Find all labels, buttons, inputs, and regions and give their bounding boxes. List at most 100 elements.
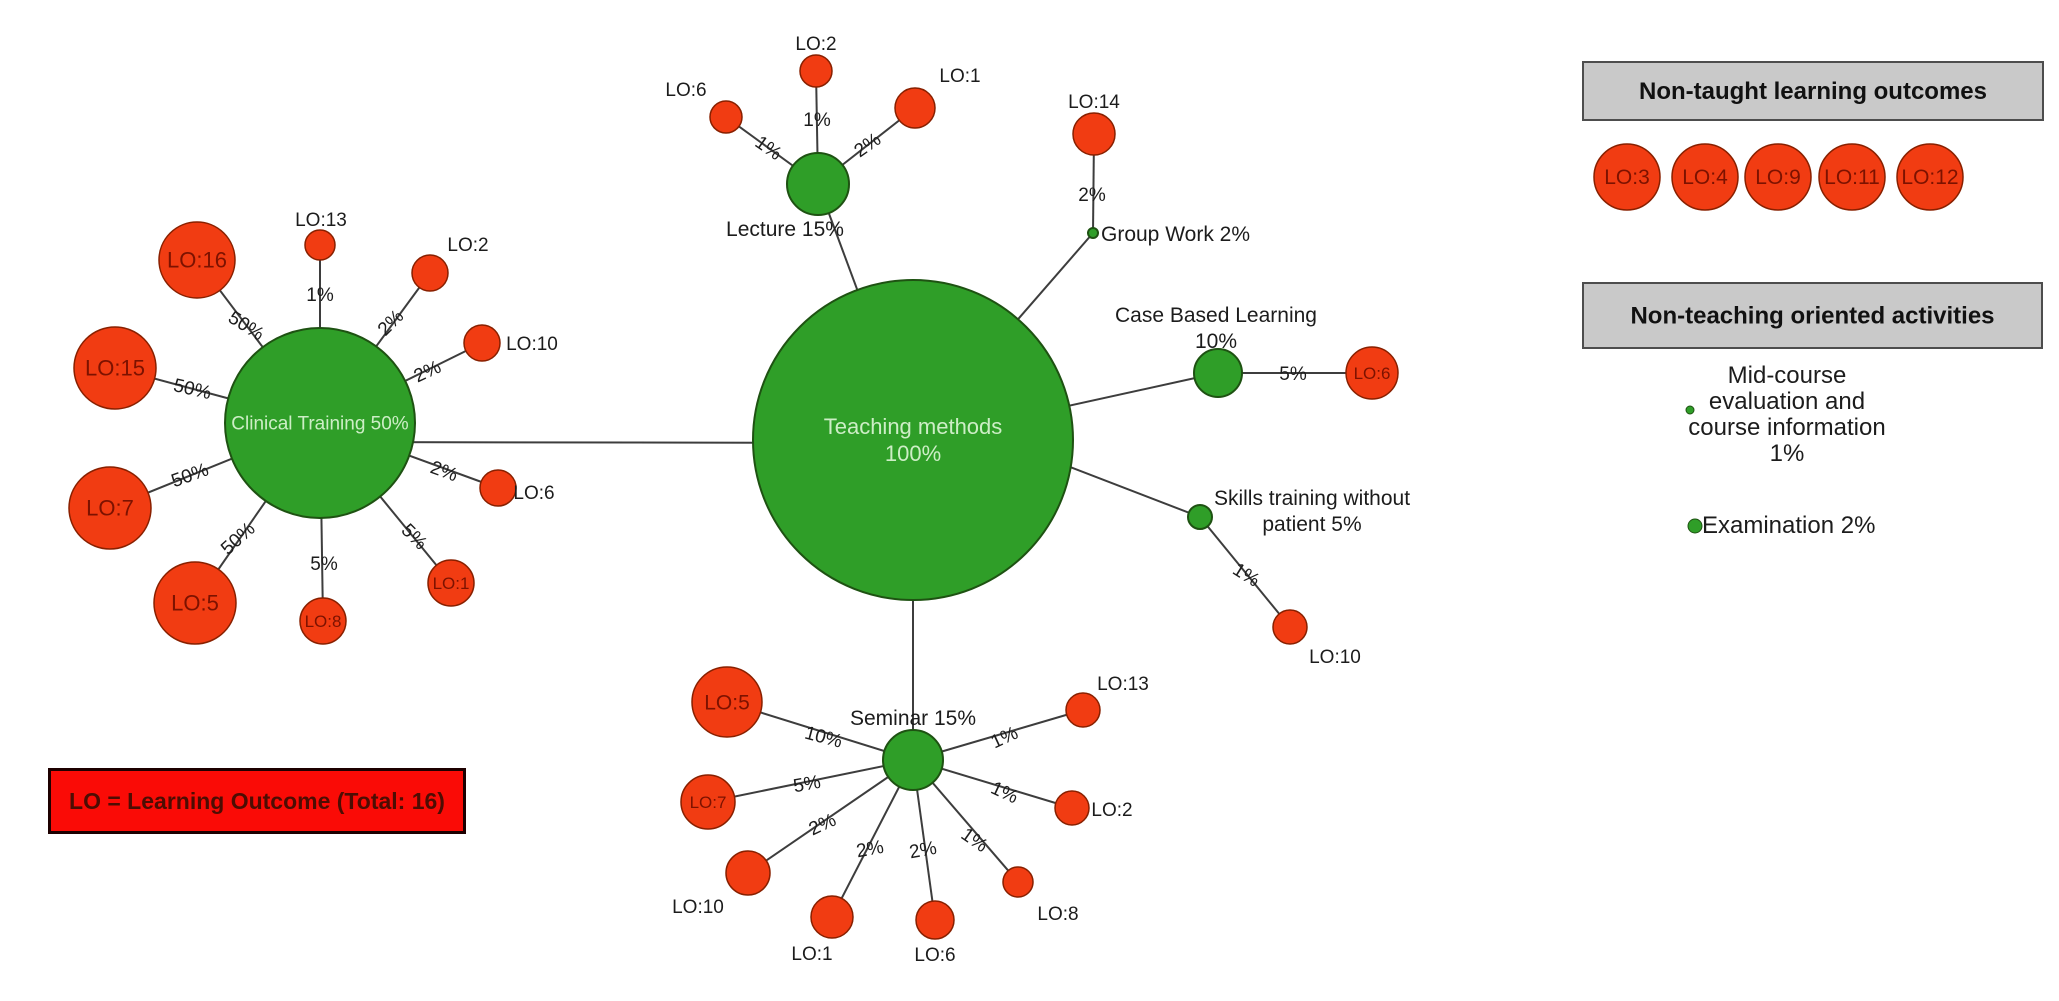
activity-item-label-non-teaching-0: 1% [1770,440,1805,467]
outcome-node-casebased-lo6 [1345,346,1399,400]
edge-weight-seminar-lo5: 10% [802,723,844,753]
outcome-label-lecture-lo1: LO:1 [939,66,980,87]
outcome-node-seminar-lo8 [1002,866,1034,898]
activity-node-lecture [786,152,850,216]
activity-label-lecture: Lecture 15% [726,218,844,241]
activity-item-label-non-teaching-0: evaluation and [1709,388,1865,415]
outcome-node-seminar-lo2 [1054,790,1090,826]
edge-weight-clinical-lo5: 50% [217,518,259,559]
panel-outcome-node-lo4 [1671,143,1739,211]
edge-weight-seminar-lo8: 1% [957,824,992,857]
edge-weight-clinical-lo7: 50% [169,459,212,492]
activity-node-teaching [752,279,1074,601]
outcome-label-seminar-lo13: LO:13 [1097,674,1149,695]
outcome-node-seminar-lo10 [725,850,771,896]
outcome-node-lecture-lo1 [894,87,936,129]
legend-text: LO = Learning Outcome (Total: 16) [69,787,445,814]
outcome-label-seminar-lo5: LO:5 [704,691,750,714]
outcome-node-clinical-lo13 [304,229,336,261]
outcome-node-clinical-lo5 [153,561,237,645]
edge-weight-seminar-lo13: 1% [988,723,1022,754]
edge-weight-seminar-lo7: 5% [792,772,823,797]
edge-weight-lecture-lo2: 1% [803,110,831,131]
edge-weight-clinical-lo10: 2% [411,357,445,388]
outcome-label-seminar-lo8: LO:8 [1037,904,1078,925]
activity-item-label-non-teaching-1: Examination 2% [1702,512,1875,539]
outcome-label-seminar-lo10: LO:10 [672,897,724,918]
panel-outcome-node-lo12 [1896,143,1964,211]
legend-box: LO = Learning Outcome (Total: 16) [48,768,466,834]
edge-weight-clinical-lo1: 5% [397,520,431,554]
outcome-label-clinical-lo5: LO:5 [171,591,219,616]
outcome-label-skills-lo10: LO:10 [1309,647,1361,668]
activity-label-skills: patient 5% [1262,513,1361,536]
activity-label-teaching: 100% [885,441,941,466]
panel-outcome-node-lo9 [1744,143,1812,211]
outcome-node-seminar-lo7 [680,774,736,830]
outcome-label-clinical-lo7: LO:7 [86,496,134,521]
activity-node-seminar [882,729,944,791]
outcome-label-seminar-lo6: LO:6 [914,945,955,966]
activity-item-label-non-teaching-0: course information [1688,414,1885,441]
activity-label-casebased: 10% [1195,330,1237,353]
activity-label-teaching: Teaching methods [824,414,1003,439]
panel-outcome-label-lo11: LO:11 [1824,166,1880,189]
outcome-node-clinical-lo8 [299,597,347,645]
activity-label-skills: Skills training without [1214,487,1410,510]
activity-label-groupwork: Group Work 2% [1101,223,1250,246]
outcome-label-seminar-lo2: LO:2 [1091,800,1132,821]
outcome-label-clinical-lo2: LO:2 [447,235,488,256]
activity-dot-non-teaching-0 [1685,405,1695,415]
activity-item-label-non-teaching-0: Mid-course [1728,362,1847,389]
outcome-label-lecture-lo2: LO:2 [795,34,836,55]
spoke-edge-seminar-lo7 [707,759,914,803]
activity-node-groupwork [1087,227,1099,239]
outcome-node-seminar-lo5 [691,666,763,738]
panel-outcome-label-lo3: LO:3 [1604,166,1650,189]
activity-label-clinical: Clinical Training 50% [231,414,409,435]
outcome-label-seminar-lo7: LO:7 [690,793,727,812]
edge-weight-casebased-lo6: 5% [1279,364,1307,385]
outcome-node-clinical-lo2 [411,254,449,292]
outcome-node-clinical-lo7 [68,466,152,550]
edge-weight-clinical-lo15: 50% [171,375,213,404]
outcome-label-clinical-lo6: LO:6 [513,483,554,504]
outcome-label-seminar-lo1: LO:1 [791,944,832,965]
edge-weight-clinical-lo8: 5% [310,554,338,575]
outcome-node-skills-lo10 [1272,609,1308,645]
outcome-node-lecture-lo2 [799,54,833,88]
edge-weight-clinical-lo16: 50% [224,307,267,345]
edge-weight-lecture-lo1: 2% [851,129,886,162]
edge-weight-seminar-lo1: 2% [855,837,886,862]
spoke-edge-seminar-lo10 [747,759,914,874]
outcome-label-clinical-lo13: LO:13 [295,210,347,231]
outcome-node-lecture-lo6 [709,100,743,134]
outcome-node-clinical-lo1 [427,559,475,607]
panel-outcome-node-lo11 [1818,143,1886,211]
activity-node-clinical [224,327,416,519]
edge-weight-seminar-lo6: 2% [908,838,939,863]
edge-weight-clinical-lo6: 2% [427,457,460,486]
outcome-label-clinical-lo1: LO:1 [433,574,470,593]
outcome-label-clinical-lo10: LO:10 [506,334,558,355]
spoke-edge-skills-lo10 [1199,516,1291,628]
edge-weight-groupwork-lo14: 2% [1078,185,1106,206]
outcome-label-clinical-lo8: LO:8 [305,612,342,631]
outcome-label-clinical-lo15: LO:15 [85,356,145,381]
panel-header-non-teaching [1582,282,2043,349]
activity-dot-non-teaching-1 [1687,518,1703,534]
panel-header-non-taught [1582,61,2044,121]
panel-title-non-teaching: Non-teaching oriented activities [1630,303,1994,330]
outcome-node-clinical-lo6 [479,469,517,507]
outcome-node-groupwork-lo14 [1072,112,1116,156]
edge-weight-seminar-lo2: 1% [987,778,1021,809]
outcome-node-clinical-lo15 [73,326,157,410]
panel-outcome-label-lo12: LO:12 [1901,166,1958,189]
outcome-node-clinical-lo10 [463,324,501,362]
outcome-node-seminar-lo13 [1065,692,1101,728]
outcome-node-clinical-lo16 [158,221,236,299]
edge-weight-clinical-lo13: 1% [306,285,334,306]
activity-node-casebased [1193,348,1243,398]
activity-label-seminar: Seminar 15% [850,707,976,730]
activity-label-casebased: Case Based Learning [1115,304,1317,327]
